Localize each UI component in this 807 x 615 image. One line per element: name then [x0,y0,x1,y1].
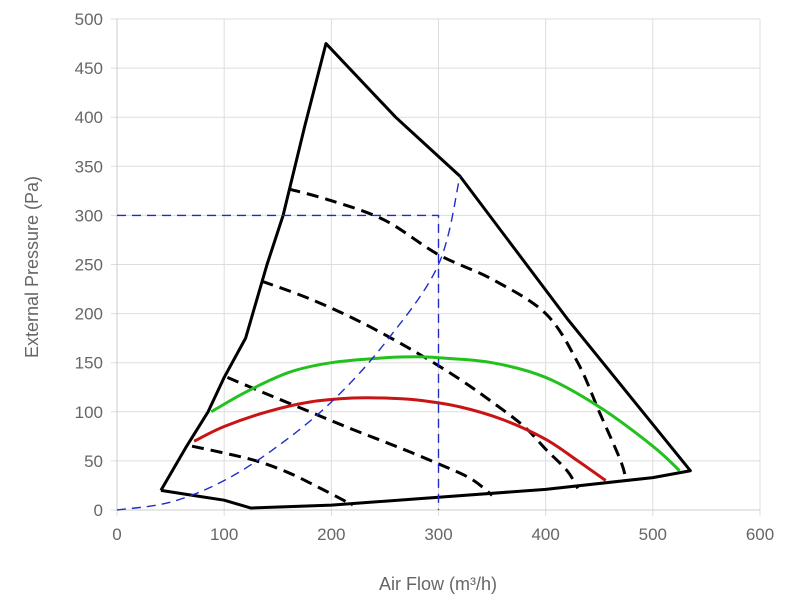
grid [111,18,761,516]
x-axis-title: Air Flow (m³/h) [379,574,497,594]
x-tick-label: 500 [639,525,667,544]
y-tick-label: 300 [75,206,103,225]
x-tick-label: 400 [531,525,559,544]
x-tick-label: 200 [317,525,345,544]
y-axis-title: External Pressure (Pa) [22,176,42,358]
y-tick-label: 50 [84,452,103,471]
y-tick-label: 0 [94,501,103,520]
series-system-curve-line [116,175,461,511]
y-tick-label: 250 [75,256,103,275]
series-speed-curve-line [261,279,580,490]
y-tick-label: 200 [75,305,103,324]
x-tick-label: 300 [424,525,452,544]
y-tick-label: 100 [75,403,103,422]
y-tick-label: 350 [75,157,103,176]
y-tick-label: 400 [75,108,103,127]
series [116,42,692,511]
series-guide-line [117,214,440,510]
x-tick-label: 0 [112,525,121,544]
series-speed-curve-line [226,376,494,497]
y-tick-label: 500 [75,10,103,29]
series-red-curve-line [193,396,607,482]
series-speed-curve-line [191,444,354,507]
y-tick-label: 450 [75,59,103,78]
x-tick-label: 600 [746,525,774,544]
tick-labels: 0 100 200 300 400 500 600 0 50 100 150 200 250 300 350… [75,10,775,544]
x-tick-label: 100 [210,525,238,544]
y-tick-label: 150 [75,354,103,373]
series-green-curve-line [210,355,681,472]
series-speed-curve-line [288,187,628,481]
